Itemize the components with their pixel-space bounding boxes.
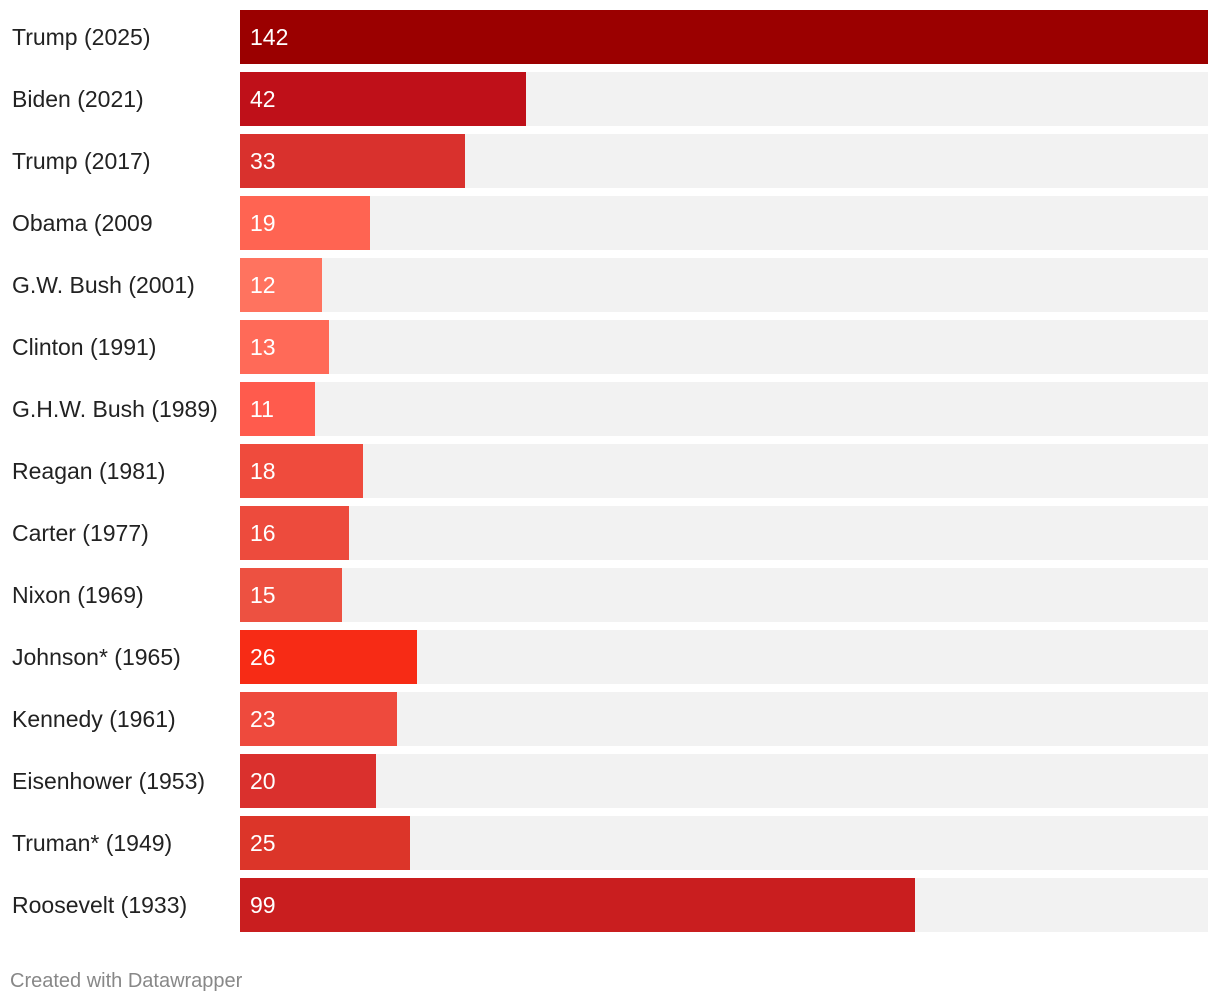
category-label: Obama (2009: [12, 210, 153, 236]
bar[interactable]: [240, 382, 315, 436]
bar[interactable]: [240, 10, 1208, 64]
bar-value-label: 99: [250, 892, 276, 918]
bar-track: 16: [240, 506, 1208, 560]
bar-value-label: 42: [250, 86, 276, 112]
bar-value-label: 33: [250, 148, 276, 174]
category-label: Trump (2017): [12, 148, 151, 174]
category-label: Johnson* (1965): [12, 644, 181, 670]
bar-track: 142: [240, 10, 1208, 64]
bar-track: 11: [240, 382, 1208, 436]
bar[interactable]: [240, 72, 526, 126]
bar-value-label: 26: [250, 644, 276, 670]
bar-track: 33: [240, 134, 1208, 188]
category-label: Biden (2021): [12, 86, 144, 112]
bar[interactable]: [240, 258, 322, 312]
category-label: Carter (1977): [12, 520, 149, 546]
bar-value-label: 11: [250, 396, 274, 422]
bar-value-label: 20: [250, 768, 276, 794]
bar-value-label: 142: [250, 24, 289, 50]
bar[interactable]: [240, 506, 349, 560]
bar[interactable]: [240, 754, 376, 808]
bar[interactable]: [240, 196, 370, 250]
bar-track: 23: [240, 692, 1208, 746]
bar-value-label: 19: [250, 210, 276, 236]
category-label: Clinton (1991): [12, 334, 157, 360]
category-label: Reagan (1981): [12, 458, 166, 484]
category-label: G.H.W. Bush (1989): [12, 396, 218, 422]
bar-value-label: 12: [250, 272, 276, 298]
bar-value-label: 25: [250, 830, 276, 856]
bar[interactable]: [240, 444, 363, 498]
bar[interactable]: [240, 568, 342, 622]
bar-track: 13: [240, 320, 1208, 374]
footer-credit[interactable]: Created with Datawrapper: [10, 970, 243, 992]
category-label: Trump (2025): [12, 24, 151, 50]
bar-track: 99: [240, 878, 1208, 932]
bar-chart: Trump (2025) 142 Biden (2021) 42 Trump (2017…: [12, 10, 1208, 932]
bar-value-label: 16: [250, 520, 276, 546]
category-label: G.W. Bush (2001): [12, 272, 195, 298]
bar-track: 18: [240, 444, 1208, 498]
bar[interactable]: [240, 816, 410, 870]
bar[interactable]: [240, 630, 417, 684]
bar[interactable]: [240, 878, 915, 932]
bar[interactable]: [240, 692, 397, 746]
bar[interactable]: [240, 320, 329, 374]
bar-value-label: 15: [250, 582, 276, 608]
bar-track: 26: [240, 630, 1208, 684]
category-label: Roosevelt (1933): [12, 892, 188, 918]
bar-track: 25: [240, 816, 1208, 870]
bar-track: 15: [240, 568, 1208, 622]
bar[interactable]: [240, 134, 465, 188]
bar-track: 12: [240, 258, 1208, 312]
category-label: Kennedy (1961): [12, 706, 176, 732]
bar-track: 19: [240, 196, 1208, 250]
category-label: Eisenhower (1953): [12, 768, 206, 794]
bar-track: 42: [240, 72, 1208, 126]
category-label: Nixon (1969): [12, 582, 144, 608]
bar-value-label: 18: [250, 458, 276, 484]
bar-track: 20: [240, 754, 1208, 808]
bar-value-label: 23: [250, 706, 276, 732]
bar-value-label: 13: [250, 334, 276, 360]
category-label: Truman* (1949): [12, 830, 173, 856]
